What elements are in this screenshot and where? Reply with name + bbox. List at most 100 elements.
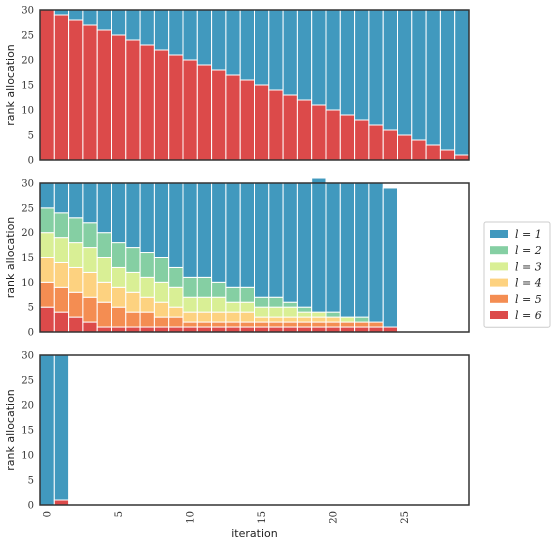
legend-swatch <box>490 311 508 319</box>
bar-l3-x6 <box>125 271 141 293</box>
bar-l6-x26 <box>411 139 427 161</box>
bar-l4-x0 <box>39 257 55 283</box>
bar-l1-x29 <box>454 9 470 156</box>
bar-l1-x11 <box>196 9 213 66</box>
bar-l4-x11 <box>196 311 213 323</box>
bar-l1-x2 <box>68 9 84 21</box>
bar-l2-x1 <box>53 212 70 239</box>
bar-l1-x9 <box>168 9 184 56</box>
bar-l1-x20 <box>325 182 341 313</box>
bar-l4-x19 <box>311 316 327 323</box>
axes-frame <box>39 182 470 333</box>
bar-l4-x20 <box>325 316 341 323</box>
bar-l1-x16 <box>268 182 284 298</box>
bar-l5-x21 <box>339 321 356 328</box>
bar-l1-x3 <box>82 9 98 26</box>
bar-l3-x17 <box>282 306 298 318</box>
bar-l1-x16 <box>268 9 284 91</box>
legend: l = 1 l = 2 l = 3 l = 4 l = 5 l = 6 <box>483 221 551 328</box>
bar-l6-x6 <box>125 39 141 161</box>
bar-l2-x7 <box>139 252 155 278</box>
y-tick-label: 30 <box>21 179 34 190</box>
bar-l6-x14 <box>239 79 255 161</box>
bar-l4-x15 <box>254 316 270 323</box>
bar-l1-x22 <box>354 9 370 121</box>
bar-l6-x25 <box>397 134 413 161</box>
bar-l2-x13 <box>225 286 241 303</box>
bar-l6-x27 <box>425 144 441 161</box>
bar-l3-x13 <box>225 301 241 313</box>
bar-l6-x1 <box>53 311 70 333</box>
axes-frame <box>39 9 470 161</box>
bar-l4-x10 <box>182 311 198 323</box>
bar-l1-x18 <box>296 9 313 101</box>
y-tick-label: 10 <box>21 278 34 289</box>
x-tick-label: 25 <box>400 511 411 524</box>
bar-l2-x20 <box>325 311 341 318</box>
panels: 0 5 10 15 20 25 30 rank allocation 0 5 10 15 20 25 30 r… <box>4 6 470 540</box>
y-tick-label: 15 <box>21 81 34 92</box>
bar-l6-x28 <box>439 149 456 161</box>
bar-l6-x11 <box>196 64 213 161</box>
bar-l1-x13 <box>225 9 241 76</box>
bar-l5-x14 <box>239 321 255 328</box>
bar-l1-x7 <box>139 182 155 254</box>
bar-l1-x10 <box>182 9 198 61</box>
bar-l6-x1 <box>53 14 70 161</box>
bar-l4-x16 <box>268 316 284 323</box>
bar-l6-x17 <box>282 94 298 161</box>
bar-l5-x4 <box>96 301 112 328</box>
bar-l1-x6 <box>125 9 141 41</box>
bar-l3-x2 <box>68 242 84 268</box>
y-tick-label: 0 <box>28 501 34 512</box>
y-tick-label: 20 <box>21 56 34 67</box>
y-tick-label: 10 <box>21 106 34 117</box>
bar-l1-x17 <box>282 9 298 96</box>
bar-l1-x25 <box>397 9 413 136</box>
bar-l1-x0 <box>39 354 55 506</box>
x-tick-label: 20 <box>329 511 340 524</box>
bar-l6-x24 <box>382 129 399 161</box>
bar-l2-x6 <box>125 247 141 273</box>
bar-l1-x17 <box>282 182 298 303</box>
legend-swatch <box>490 262 508 271</box>
bar-l5-x1 <box>53 286 70 313</box>
y-tick-label: 30 <box>21 351 34 362</box>
bar-l3-x14 <box>239 301 255 313</box>
bar-l3-x1 <box>53 237 70 263</box>
bar-l1-x7 <box>139 9 155 46</box>
bar-l5-x23 <box>368 321 384 328</box>
y-tick-label: 5 <box>28 476 34 487</box>
bar-l1-x4 <box>96 182 112 234</box>
bar-l3-x10 <box>182 296 198 313</box>
y-tick-label: 15 <box>21 426 34 437</box>
bar-l3-x18 <box>296 311 313 318</box>
bar-l5-x9 <box>168 316 184 328</box>
bar-l4-x1 <box>53 261 70 288</box>
bar-l5-x5 <box>111 306 127 328</box>
y-tick-label: 0 <box>28 156 34 167</box>
bar-l6-x2 <box>68 316 84 333</box>
bar-l3-x0 <box>39 232 55 258</box>
bar-l6-x3 <box>82 321 98 333</box>
bar-l6-x18 <box>296 99 313 161</box>
bar-l1-x19 <box>311 177 327 313</box>
bar-l1-x1 <box>53 354 70 501</box>
bar-l1-x13 <box>225 182 241 288</box>
y-tick-label: 15 <box>21 253 34 264</box>
bar-l3-x21 <box>339 316 356 323</box>
bar-l4-x8 <box>153 301 170 318</box>
bar-l6-x9 <box>168 54 184 161</box>
bar-l1-x24 <box>382 187 399 328</box>
bar-l5-x8 <box>153 316 170 328</box>
bar-l5-x19 <box>311 321 327 328</box>
bar-l4-x17 <box>282 316 298 323</box>
bar-l6-x0 <box>39 306 55 333</box>
bar-l1-x5 <box>111 9 127 36</box>
y-tick-label: 20 <box>21 228 34 239</box>
bar-l3-x11 <box>196 296 213 313</box>
bar-l2-x10 <box>182 276 198 298</box>
bar-l2-x14 <box>239 286 255 303</box>
bar-l5-x10 <box>182 321 198 328</box>
x-tick-label: 5 <box>114 511 125 517</box>
